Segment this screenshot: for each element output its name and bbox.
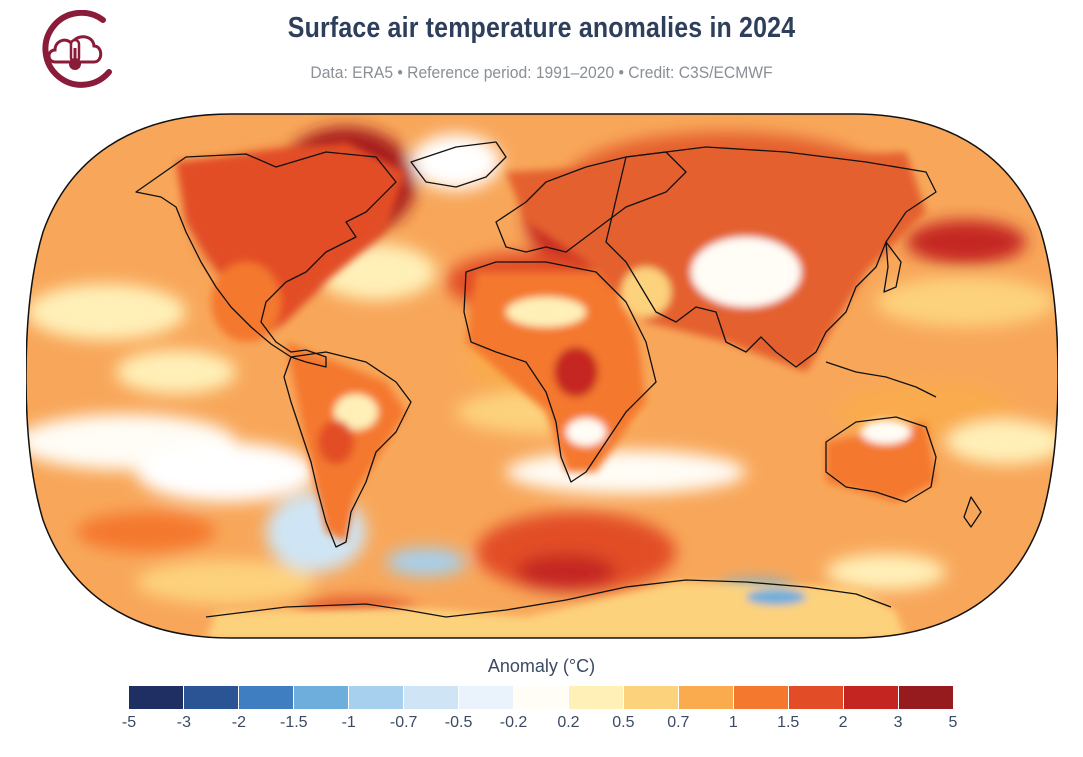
colorbar-swatch	[404, 686, 459, 709]
colorbar-tick-label: -2	[231, 714, 246, 731]
land-anomalies	[176, 142, 936, 638]
colorbar-tick-label: -5	[121, 714, 137, 731]
page-title: Surface air temperature anomalies in 202…	[287, 12, 796, 44]
colorbar-swatch	[239, 686, 294, 709]
coastlines	[135, 141, 982, 618]
colorbar-swatch	[459, 686, 514, 709]
colorbar-tick-label: -0.7	[389, 714, 418, 731]
colorbar-tick-label: -0.2	[499, 714, 528, 731]
colorbar-swatch	[129, 686, 184, 709]
colorbar-swatch	[789, 686, 844, 709]
colorbar-tick-label: -0.5	[444, 714, 473, 731]
colorbar-tick-label: 1	[728, 714, 738, 731]
colorbar-tick-label: 5	[948, 714, 958, 731]
colorbar-tick-label: 3	[893, 714, 903, 731]
world-anomaly-map	[26, 113, 1058, 639]
colorbar-tick-label: -3	[176, 714, 192, 731]
colorbar-tick-label: 1.5	[777, 714, 800, 731]
colorbar-swatch	[679, 686, 734, 709]
colorbar-tick-label: 0.5	[612, 714, 635, 731]
colorbar-swatch	[514, 686, 569, 709]
colorbar-tick-label: 0.2	[557, 714, 580, 731]
colorbar-swatch	[624, 686, 679, 709]
colorbar-tick-label: 2	[838, 714, 848, 731]
colorbar-ticks: -5 -3 -2 -1.5 -1 -0.7 -0.5 -0.2 0.2 0.5 0.7 1 1.5 2 3 5	[122, 714, 958, 736]
colorbar-swatch	[899, 686, 953, 709]
map-border	[26, 113, 1058, 639]
colorbar-swatch	[184, 686, 239, 709]
colorbar-swatch	[734, 686, 789, 709]
colorbar	[129, 686, 953, 709]
page-subtitle: Data: ERA5 • Reference period: 1991–2020…	[310, 63, 773, 82]
colorbar-swatch	[569, 686, 624, 709]
colorbar-tick-label: 0.7	[667, 714, 690, 731]
colorbar-tick-label: -1	[341, 714, 356, 731]
colorbar-swatch	[844, 686, 899, 709]
legend-title: Anomaly (°C)	[487, 656, 596, 676]
colorbar-swatch	[294, 686, 349, 709]
cloud-thermometer-icon	[42, 10, 112, 88]
colorbar-tick-label: -1.5	[280, 714, 308, 731]
colorbar-swatch	[349, 686, 404, 709]
